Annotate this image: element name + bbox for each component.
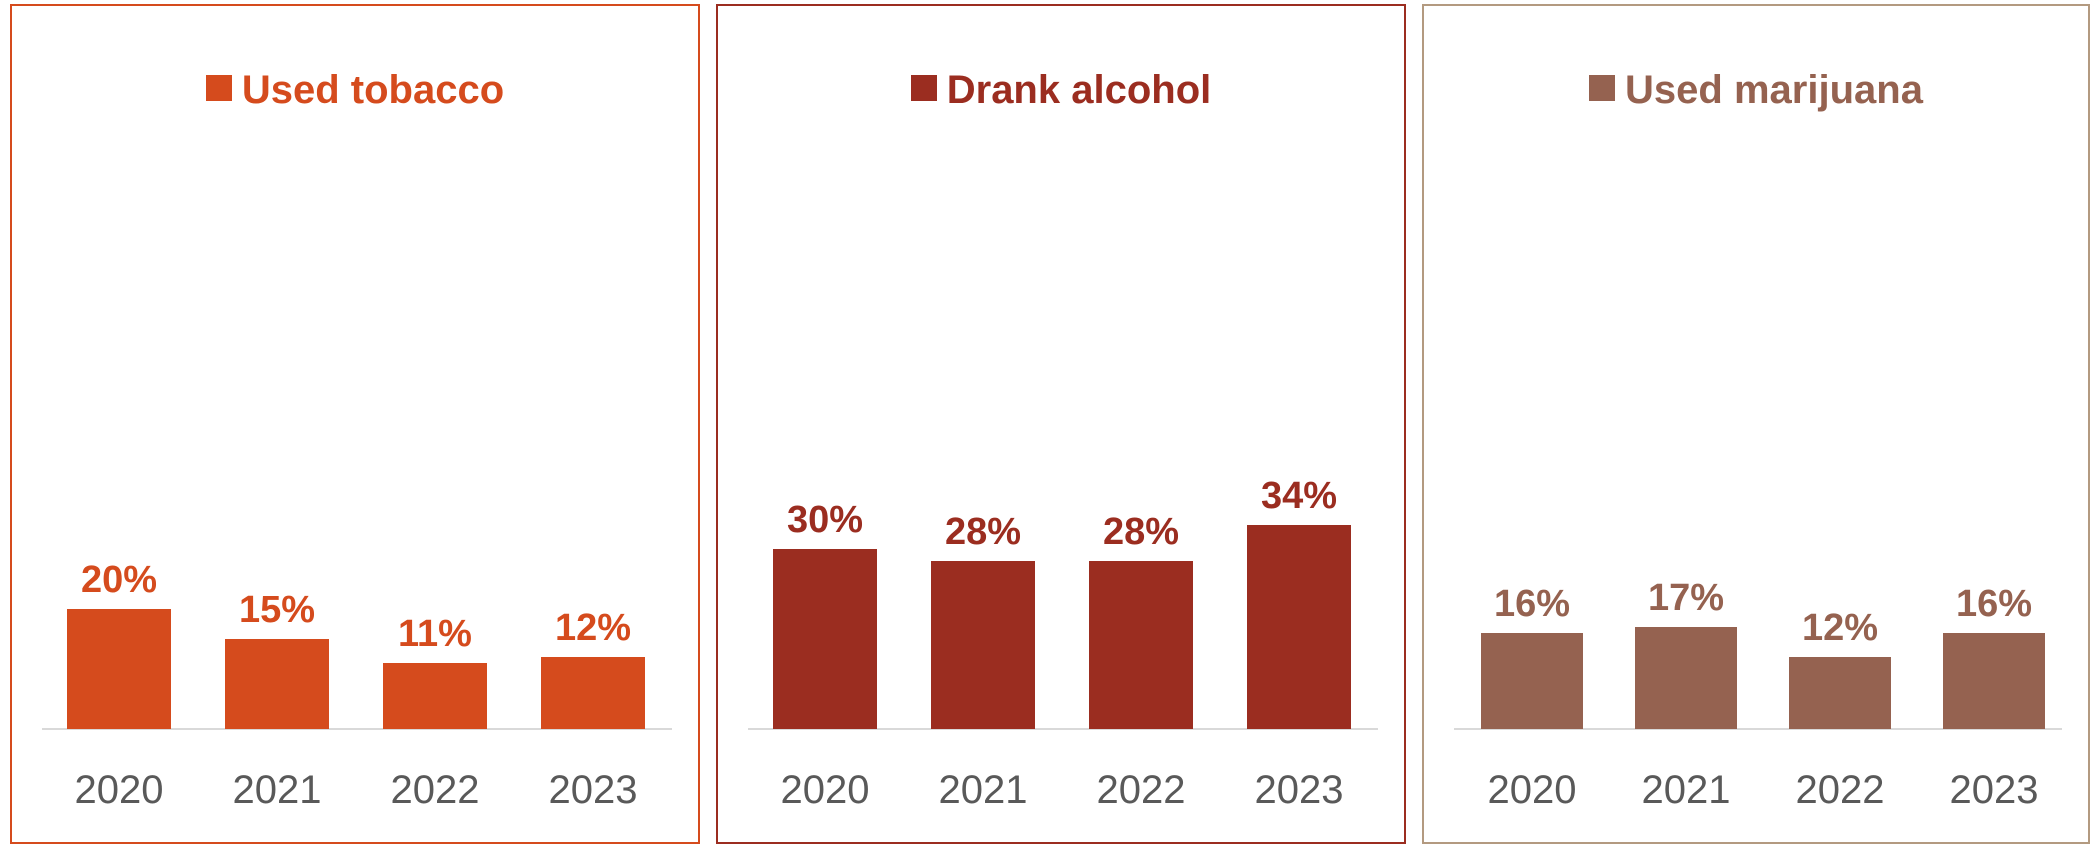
bar bbox=[1247, 525, 1351, 729]
bar bbox=[931, 561, 1035, 729]
legend: Drank alcohol bbox=[718, 68, 1404, 113]
data-label: 12% bbox=[555, 607, 631, 649]
legend: Used tobacco bbox=[12, 68, 698, 113]
bar bbox=[541, 657, 645, 729]
x-tick-label: 2021 bbox=[939, 768, 1028, 812]
data-label: 28% bbox=[1103, 511, 1179, 553]
data-label: 34% bbox=[1261, 475, 1337, 517]
chart-panel-marijuana: Used marijuana 16% 2020 17% 2021 12% 2022 16% 2… bbox=[1422, 4, 2090, 844]
bar bbox=[773, 549, 877, 729]
legend-swatch bbox=[910, 74, 937, 101]
bar bbox=[1635, 627, 1737, 729]
bar-chart: 30% 2020 28% 2021 28% 2022 34% 2023 bbox=[748, 475, 1378, 812]
bar bbox=[67, 609, 171, 729]
x-tick-label: 2021 bbox=[233, 768, 322, 812]
x-tick-label: 2020 bbox=[1488, 768, 1577, 812]
legend-swatch bbox=[205, 74, 232, 101]
bar bbox=[1481, 633, 1583, 729]
x-tick-label: 2022 bbox=[1796, 768, 1885, 812]
legend-swatch bbox=[1589, 74, 1616, 101]
x-tick-label: 2020 bbox=[75, 768, 164, 812]
bar bbox=[383, 663, 487, 729]
bar bbox=[1789, 657, 1891, 729]
data-label: 30% bbox=[787, 499, 863, 541]
legend-label: Drank alcohol bbox=[946, 68, 1212, 112]
data-label: 17% bbox=[1648, 577, 1724, 619]
x-tick-label: 2022 bbox=[391, 768, 480, 812]
data-label: 15% bbox=[239, 589, 315, 631]
legend-label: Used marijuana bbox=[1625, 68, 1923, 112]
chart-panel-tobacco: Used tobacco 20% 2020 15% 2021 11% 2022 12% 202… bbox=[10, 4, 700, 844]
x-tick-label: 2023 bbox=[1255, 768, 1344, 812]
bar bbox=[1943, 633, 2045, 729]
data-label: 12% bbox=[1802, 607, 1878, 649]
data-label: 11% bbox=[398, 613, 472, 655]
legend: Used marijuana bbox=[1424, 68, 2088, 113]
x-tick-label: 2020 bbox=[781, 768, 870, 812]
bar bbox=[225, 639, 329, 729]
bar-chart: 20% 2020 15% 2021 11% 2022 12% 2023 bbox=[42, 559, 672, 812]
x-tick-label: 2023 bbox=[549, 768, 638, 812]
data-label: 16% bbox=[1494, 583, 1570, 625]
bar bbox=[1089, 561, 1193, 729]
data-label: 16% bbox=[1956, 583, 2032, 625]
data-label: 28% bbox=[945, 511, 1021, 553]
data-label: 20% bbox=[81, 559, 157, 601]
legend-label: Used tobacco bbox=[241, 68, 505, 112]
x-tick-label: 2022 bbox=[1097, 768, 1186, 812]
chart-panel-alcohol: Drank alcohol 30% 2020 28% 2021 28% 2022 34% 20… bbox=[716, 4, 1406, 844]
x-tick-label: 2021 bbox=[1642, 768, 1731, 812]
bar-chart: 16% 2020 17% 2021 12% 2022 16% 2023 bbox=[1454, 577, 2062, 812]
x-tick-label: 2023 bbox=[1950, 768, 2039, 812]
